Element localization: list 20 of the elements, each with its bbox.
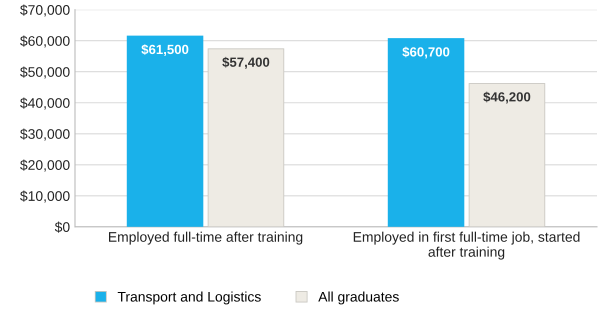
y-tick-label: $50,000 xyxy=(20,66,70,79)
y-tick-label: $40,000 xyxy=(20,98,70,110)
data-label: $60,700 xyxy=(402,46,450,58)
data-label: $46,200 xyxy=(483,92,530,104)
data-label: $61,500 xyxy=(141,44,188,56)
y-tick-label: $10,000 xyxy=(20,190,70,203)
data-label: $57,400 xyxy=(222,56,270,69)
bar xyxy=(126,36,204,227)
legend-label: All graduates xyxy=(318,291,399,304)
y-tick-label: $70,000 xyxy=(20,4,70,17)
x-tick-label: Employed full-time after training xyxy=(108,232,302,245)
y-tick-label: $20,000 xyxy=(20,160,70,172)
bar xyxy=(388,38,464,227)
y-tick-label: $60,000 xyxy=(20,35,70,48)
y-tick-label: $0 xyxy=(54,222,70,233)
bar xyxy=(468,83,546,227)
y-tick-label: $30,000 xyxy=(20,128,70,141)
x-tick-label: Employed in first full-time job, started after training xyxy=(354,232,580,260)
legend-label: Transport and Logistics xyxy=(118,291,261,304)
bar xyxy=(208,48,284,227)
